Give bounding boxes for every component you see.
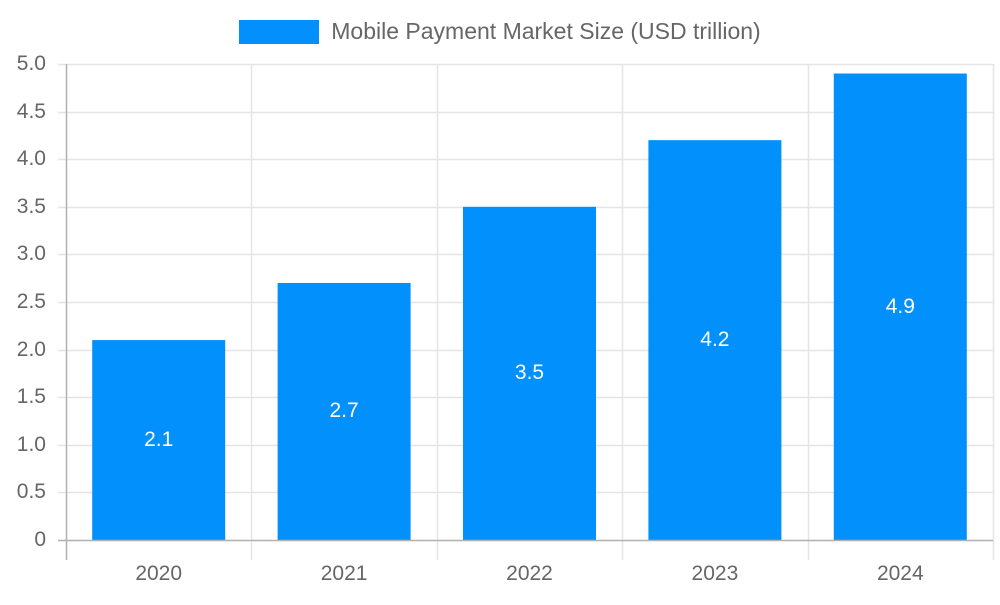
y-tick-label: 0 — [34, 528, 46, 551]
bar-2020[interactable] — [92, 340, 226, 540]
x-tick-label: 2021 — [320, 562, 368, 585]
legend-swatch — [239, 19, 320, 44]
bar-2022[interactable] — [463, 206, 596, 541]
y-tick-label: 1.0 — [16, 432, 46, 456]
bar-2023[interactable] — [648, 140, 782, 540]
y-tick-label: 3.0 — [16, 242, 46, 266]
y-tick-label: 5.0 — [16, 52, 46, 75]
bar-value-label: 2.7 — [329, 399, 359, 423]
legend-label: Mobile Payment Market Size (USD trillion… — [331, 18, 761, 44]
x-tick-label: 2022 — [506, 562, 553, 585]
bar-value-label: 4.2 — [700, 328, 730, 352]
bar-value-label: 2.1 — [144, 428, 174, 452]
y-tick-label: 1.5 — [16, 385, 46, 409]
x-tick-label: 2024 — [876, 562, 924, 585]
bar-2021[interactable] — [277, 282, 411, 540]
y-tick-label: 2.5 — [16, 290, 46, 313]
chart-legend[interactable]: Mobile Payment Market Size (USD trillion… — [0, 18, 1000, 45]
y-tick-label: 0.5 — [16, 480, 46, 504]
bar-value-label: 3.5 — [514, 361, 545, 385]
bar-value-label: 4.9 — [885, 294, 915, 318]
y-tick-label: 3.5 — [16, 194, 46, 218]
x-tick-label: 2020 — [135, 562, 183, 585]
x-tick-label: 2023 — [691, 562, 739, 585]
y-tick-label: 4.5 — [16, 99, 46, 123]
bar-2024[interactable] — [833, 73, 967, 541]
y-tick-label: 4.0 — [16, 147, 46, 171]
y-tick-label: 2.0 — [16, 337, 46, 361]
